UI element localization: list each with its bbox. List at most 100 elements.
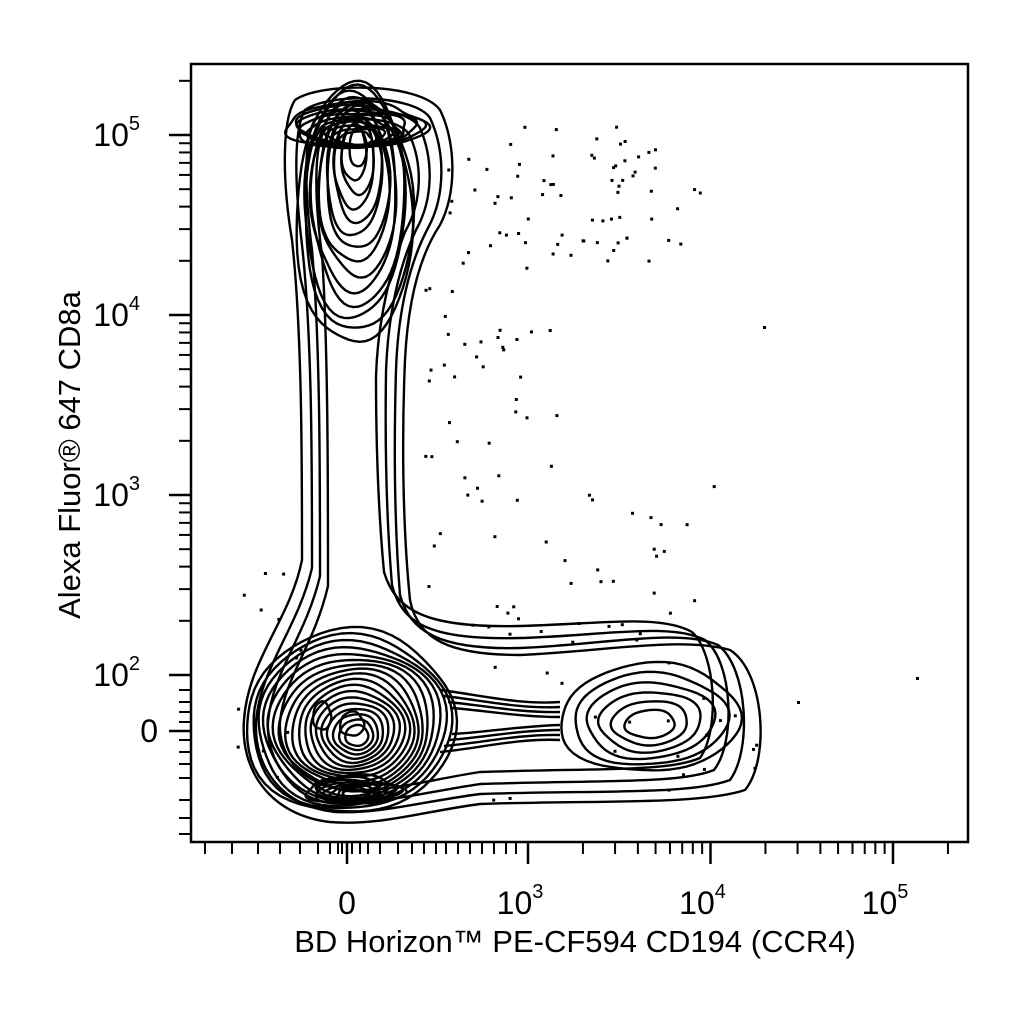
event-dot: [619, 142, 622, 146]
y-minor-ticks: [179, 79, 191, 835]
contour-dn-core: [335, 786, 376, 800]
event-dot: [587, 493, 591, 497]
event-dot: [496, 336, 500, 339]
contour-dn-population: [309, 689, 402, 772]
event-dot: [555, 414, 559, 418]
contour-dn-population: [266, 652, 435, 802]
outlier-events: [236, 125, 919, 802]
event-dot: [667, 238, 671, 242]
event-dot: [525, 416, 529, 420]
contour-bridge: [443, 694, 561, 709]
event-dot: [514, 398, 518, 401]
event-dot: [502, 348, 506, 352]
event-dot: [682, 773, 685, 777]
contour-dn-core: [338, 710, 366, 737]
event-dot: [516, 174, 520, 178]
event-dot: [652, 591, 656, 595]
event-dot: [446, 332, 450, 336]
contour-ccr4-population: [623, 708, 676, 740]
event-dot: [752, 747, 755, 751]
event-dot: [541, 193, 545, 197]
event-dot: [525, 266, 529, 270]
event-dot: [497, 474, 501, 478]
contour-lines: [242, 79, 762, 824]
contour-dn-core: [341, 788, 371, 800]
event-dot: [438, 532, 442, 536]
contour-dn-core: [328, 784, 380, 802]
x-axis-title: BD Horizon™ PE-CF594 CD194 (CCR4): [294, 924, 856, 959]
event-dot: [612, 249, 616, 252]
contour-bridge: [451, 723, 561, 736]
event-dot: [559, 194, 563, 197]
contour-dn-population: [277, 663, 424, 793]
event-dot: [492, 798, 496, 802]
event-dot: [916, 677, 919, 680]
event-dot: [797, 701, 800, 704]
event-dot: [427, 585, 431, 588]
event-dot: [481, 365, 485, 369]
contour-cd8-population: [295, 79, 415, 343]
event-dot: [685, 523, 689, 527]
event-dot: [590, 153, 594, 157]
event-dot: [430, 455, 434, 459]
event-dot: [263, 572, 267, 575]
event-dot: [429, 368, 433, 372]
event-dot: [613, 749, 617, 753]
event-dot: [471, 623, 475, 627]
event-dot: [595, 137, 599, 141]
contour-dn-population: [325, 707, 385, 760]
event-dot: [666, 719, 670, 723]
event-dot: [676, 754, 680, 758]
event-dot: [551, 154, 555, 158]
event-dot: [509, 142, 513, 146]
event-dot: [476, 486, 479, 490]
x-minor-ticks: [204, 842, 949, 854]
event-dot: [616, 241, 620, 245]
event-dot: [733, 714, 737, 718]
event-dot: [518, 162, 521, 166]
contour-outer: [254, 97, 746, 814]
event-dot: [560, 681, 564, 685]
event-dot: [544, 540, 548, 544]
event-dot: [623, 140, 627, 143]
event-dot: [652, 547, 656, 551]
event-dot: [463, 476, 467, 480]
x-tick-label: 105: [862, 881, 909, 921]
contour-cd8-core: [284, 99, 432, 148]
x-axis-ticks: 0 103 104 105: [338, 842, 908, 921]
event-dot: [526, 217, 530, 221]
event-dot: [582, 239, 586, 243]
event-dot: [519, 375, 523, 379]
event-dot: [428, 287, 432, 291]
event-dot: [606, 259, 610, 263]
event-dot: [596, 568, 600, 572]
event-dot: [569, 581, 573, 585]
event-dot: [498, 231, 502, 235]
contour-bridge: [451, 706, 561, 719]
event-dot: [455, 440, 459, 444]
event-dot: [655, 554, 659, 558]
event-dot: [453, 375, 457, 379]
contour-cd8-core: [315, 116, 400, 147]
event-dot: [443, 314, 447, 318]
event-dot: [480, 499, 484, 503]
event-dot: [508, 796, 512, 800]
event-dot: [236, 745, 240, 749]
event-dot: [548, 329, 552, 332]
event-dot: [542, 179, 546, 183]
contour-dn-population: [284, 667, 420, 788]
event-dot: [650, 217, 654, 221]
contour-dn-population: [271, 658, 429, 798]
event-dot: [479, 340, 483, 344]
event-dot: [615, 125, 619, 129]
event-dot: [299, 648, 303, 652]
event-dot: [571, 640, 575, 644]
event-dot: [649, 516, 653, 520]
event-dot: [508, 632, 512, 636]
contour-ccr4-population: [574, 670, 731, 766]
event-dot: [295, 656, 299, 660]
event-dot: [654, 148, 657, 152]
event-dot: [718, 719, 722, 723]
event-dot: [466, 493, 470, 497]
